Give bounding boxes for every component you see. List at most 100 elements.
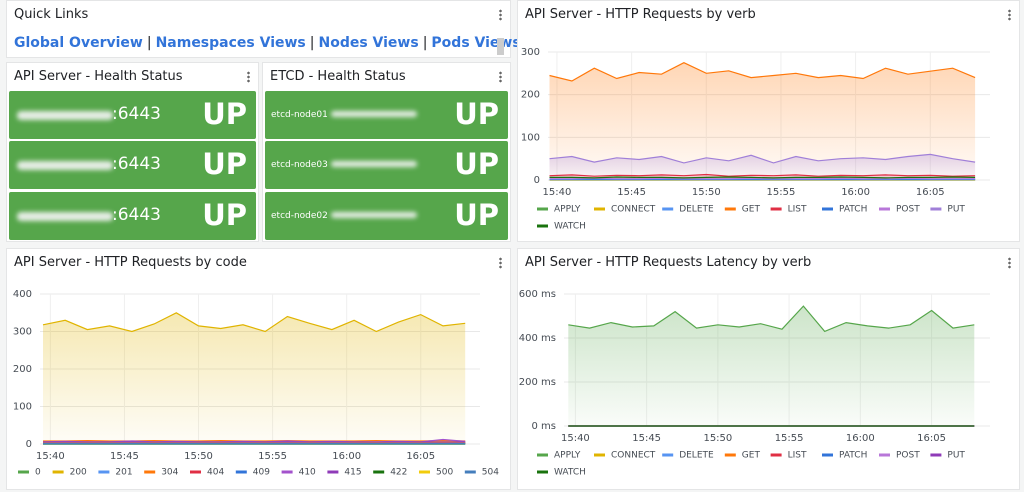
x-tick-label: 16:00 bbox=[332, 451, 361, 462]
series-line bbox=[568, 305, 975, 333]
separator: | bbox=[309, 35, 315, 51]
series-line bbox=[549, 173, 976, 177]
y-tick-label: 300 bbox=[13, 327, 32, 338]
area-fill bbox=[568, 306, 975, 426]
panel-title: API Server - Health Status bbox=[14, 69, 183, 84]
panel-menu[interactable] bbox=[499, 257, 502, 269]
status: UP bbox=[202, 198, 247, 232]
host-port: :6443 bbox=[112, 154, 161, 174]
x-tick-label: 16:05 bbox=[916, 187, 945, 198]
legend-label: DELETE bbox=[679, 451, 714, 461]
quick-links-panel: Quick Links Global Overview | Namespaces V… bbox=[6, 0, 529, 58]
scrollbar[interactable] bbox=[497, 38, 504, 55]
status: UP bbox=[454, 147, 499, 181]
legend-label: 410 bbox=[299, 468, 316, 478]
legend-label: PUT bbox=[947, 451, 965, 461]
legend-label: 409 bbox=[253, 468, 270, 478]
x-tick-label: 15:55 bbox=[775, 433, 804, 444]
x-tick-label: 15:40 bbox=[36, 451, 65, 462]
legend-label: POST bbox=[896, 205, 920, 215]
legend-label: PATCH bbox=[839, 205, 867, 215]
x-tick-label: 15:45 bbox=[632, 433, 661, 444]
x-tick-label: 16:00 bbox=[846, 433, 875, 444]
legend-label: CONNECT bbox=[611, 205, 656, 215]
x-tick-label: 15:50 bbox=[692, 187, 721, 198]
legend-label: APPLY bbox=[554, 451, 581, 461]
y-tick-label: 200 bbox=[521, 90, 540, 101]
redacted-host bbox=[17, 111, 113, 120]
legend-label: LIST bbox=[788, 205, 807, 215]
panel-title: Quick Links bbox=[14, 7, 89, 22]
x-tick-label: 15:45 bbox=[110, 451, 139, 462]
redacted-host bbox=[17, 212, 113, 221]
legend-label: 200 bbox=[70, 468, 87, 478]
api-health-panel: API Server - Health Status :6443 UP :6443… bbox=[6, 62, 259, 242]
area-fill bbox=[549, 62, 976, 181]
x-tick-label: 15:55 bbox=[258, 451, 287, 462]
legend-label: GET bbox=[742, 205, 761, 215]
status-box: :6443 UP bbox=[9, 192, 256, 240]
panel-menu[interactable] bbox=[1008, 9, 1011, 21]
redacted-host bbox=[331, 161, 417, 167]
x-tick-label: 15:50 bbox=[703, 433, 732, 444]
legend-label: LIST bbox=[788, 451, 807, 461]
legend-label: 404 bbox=[207, 468, 224, 478]
redacted-host bbox=[331, 111, 417, 117]
x-tick-label: 16:05 bbox=[406, 451, 435, 462]
y-tick-label: 200 ms bbox=[519, 377, 556, 388]
legend-label: PATCH bbox=[839, 451, 867, 461]
y-tick-label: 600 ms bbox=[519, 289, 556, 300]
legend-label: 500 bbox=[436, 468, 453, 478]
link[interactable]: Nodes Views bbox=[318, 35, 419, 51]
series-line bbox=[549, 62, 976, 82]
x-tick-label: 15:45 bbox=[617, 187, 646, 198]
y-tick-label: 0 bbox=[26, 439, 32, 450]
legend-label: PUT bbox=[947, 205, 965, 215]
y-tick-label: 400 bbox=[13, 289, 32, 300]
host-port: :6443 bbox=[112, 205, 161, 225]
legend-label: WATCH bbox=[554, 222, 586, 232]
status-box: etcd-node03 UP bbox=[265, 141, 508, 189]
status: UP bbox=[202, 97, 247, 131]
y-tick-label: 400 ms bbox=[519, 333, 556, 344]
x-tick-label: 16:00 bbox=[841, 187, 870, 198]
node-name: etcd-node01 bbox=[271, 110, 328, 120]
legend-label: CONNECT bbox=[611, 451, 656, 461]
status-box: :6443 UP bbox=[9, 141, 256, 189]
panel-menu[interactable] bbox=[247, 71, 250, 83]
legend-label: POST bbox=[896, 451, 920, 461]
link[interactable]: Namespaces Views bbox=[155, 35, 306, 51]
area-fill bbox=[549, 154, 976, 180]
y-tick-label: 100 bbox=[13, 402, 32, 413]
legend-label: 304 bbox=[161, 468, 178, 478]
host-port: :6443 bbox=[112, 104, 161, 124]
series-line bbox=[42, 312, 466, 333]
x-tick-label: 15:50 bbox=[184, 451, 213, 462]
panel-title: API Server - HTTP Requests by verb bbox=[525, 7, 756, 22]
panel-menu[interactable] bbox=[499, 71, 502, 83]
legend-label: APPLY bbox=[554, 205, 581, 215]
legend-label: 415 bbox=[344, 468, 361, 478]
series-line bbox=[549, 176, 976, 179]
legend-label: 422 bbox=[390, 468, 407, 478]
status-box: etcd-node02 UP bbox=[265, 192, 508, 240]
redacted-host bbox=[331, 212, 417, 218]
y-tick-label: 0 bbox=[534, 175, 540, 186]
panel-title: API Server - HTTP Requests Latency by ve… bbox=[525, 255, 812, 270]
etcd-health-panel: ETCD - Health Status etcd-node01 UP etcd-… bbox=[262, 62, 511, 242]
legend-label: 201 bbox=[115, 468, 132, 478]
legend-label: WATCH bbox=[554, 468, 586, 478]
y-tick-label: 0 ms bbox=[532, 421, 557, 432]
x-tick-label: 15:40 bbox=[543, 187, 572, 198]
link[interactable]: Global Overview bbox=[14, 35, 143, 51]
panel-menu[interactable] bbox=[499, 9, 502, 21]
separator: | bbox=[146, 35, 152, 51]
status-box: :6443 UP bbox=[9, 91, 256, 139]
separator: | bbox=[422, 35, 428, 51]
status-box: etcd-node01 UP bbox=[265, 91, 508, 139]
panel-title: ETCD - Health Status bbox=[270, 69, 406, 84]
area-fill bbox=[43, 312, 466, 444]
panel-menu[interactable] bbox=[1008, 257, 1011, 269]
